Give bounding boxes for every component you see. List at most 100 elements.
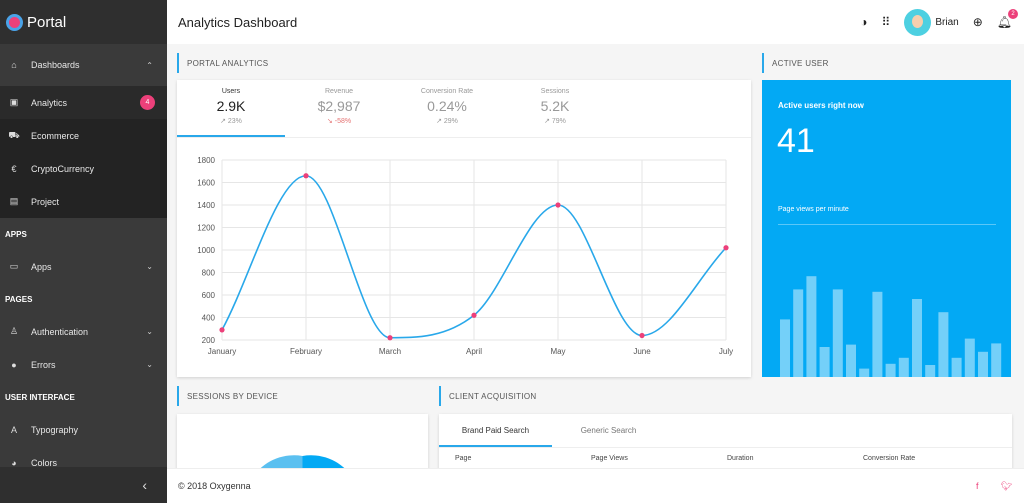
sidebar-collapse-button[interactable]: ‹ [0,467,167,503]
stat-trend-value: 79% [551,118,566,125]
euro-icon: € [11,163,17,174]
stat-trend: ↗ 29% [393,117,501,125]
stat-label: Conversion Rate [420,88,474,95]
sidebar-item-label: Dashboards [31,60,80,70]
sidebar-item-typography[interactable]: A Typography [0,413,167,446]
stat-value: 5.2K [540,98,570,114]
acquisition-tabs: Brand Paid Search Generic Search [439,414,1012,448]
page-views-bar [780,319,790,377]
chevron-up-icon: ⌃ [146,60,153,70]
users-line-chart: 200 400 600 800 1000 1200 1400 1600 1800 January F… [197,156,733,356]
page-views-bar [832,289,843,377]
stat-value: $2,987 [317,98,361,114]
data-point [639,332,645,339]
chevron-down-icon: ⌄ [146,262,153,271]
device-pie-chart [255,455,350,474]
data-point [219,327,225,333]
y-tick-label: 1800 [197,156,215,165]
brand[interactable]: Portal [0,0,167,44]
apps-grid-icon[interactable]: ⠿ [881,15,891,29]
tab-selected-indicator [439,445,552,447]
twitter-icon[interactable]: 🐦︎ [1000,480,1012,491]
sidebar-item-colors[interactable]: ◕ Colors [0,446,167,479]
x-tick-label: March [379,347,401,356]
sidebar-item-cryptocurrency[interactable]: € CryptoCurrency [0,152,167,185]
page-views-bar [819,347,830,377]
data-point [387,335,393,341]
column-header[interactable]: Page Views [591,454,628,462]
x-tick-label: July [719,347,733,356]
social-links: f 🐦︎ [976,481,1012,492]
sidebar-item-analytics[interactable]: ▣ Analytics 4 [0,86,167,119]
page-views-bar [964,338,975,377]
stat-users[interactable]: Users 2.9K ↗ 23% [177,80,285,137]
tab-brand-paid-search[interactable]: Brand Paid Search [461,426,530,435]
page-views-bar [872,291,883,377]
stat-conversion-rate[interactable]: Conversion Rate 0.24% ↗ 29% [393,80,501,137]
y-tick-label: 600 [202,291,216,300]
page-views-bar [898,357,909,377]
y-tick-label: 1400 [197,201,215,210]
stats-tabs: Users 2.9K ↗ 23% Revenue $2,987 ↘ -58% C… [177,80,751,138]
sidebar-item-errors[interactable]: ● Errors ⌄ [0,348,167,381]
chevron-down-icon: ⌄ [146,360,153,369]
sidebar-item-authentication[interactable]: ♙ Authentication ⌄ [0,315,167,348]
column-header[interactable]: Conversion Rate [863,454,916,462]
stat-value: 0.24% [427,98,467,114]
top-actions: ◑ ⠿ Brian ⊕ 🔔︎ 2 [860,0,1018,44]
tab-generic-search[interactable]: Generic Search [580,426,637,435]
stat-value: 2.9K [216,98,246,114]
sidebar-item-ecommerce[interactable]: ⛟ Ecommerce [0,119,167,152]
page-views-bar [938,312,949,377]
data-point [471,312,477,318]
active-users-count: 41 [777,122,815,160]
sidebar-item-label: CryptoCurrency [31,163,95,174]
sidebar-item-apps[interactable]: ▭ Apps ⌄ [0,250,167,283]
stat-trend-value: 29% [443,118,458,125]
y-tick-label: 400 [202,314,216,323]
stat-label: Users [221,88,241,95]
stat-revenue[interactable]: Revenue $2,987 ↘ -58% [285,80,393,137]
top-bar: Analytics Dashboard ◑ ⠿ Brian ⊕ 🔔︎ 2 [167,0,1024,44]
globe-icon[interactable]: ⊕ [972,15,983,29]
y-tick-label: 1000 [197,246,215,255]
sidebar: Portal ⌂ Dashboards ⌃ ▣ Analytics 4 ⛟ Ec… [0,0,167,503]
chart-square-icon: ▣ [9,97,19,107]
user-menu[interactable]: Brian [904,8,959,36]
stat-sessions[interactable]: Sessions 5.2K ↗ 79% [501,80,609,137]
column-header[interactable]: Page [455,454,472,462]
sidebar-item-dashboards[interactable]: ⌂ Dashboards ⌃ [0,44,167,86]
section-pages: PAGES [5,294,33,304]
page-title: Analytics Dashboard [178,14,298,30]
x-tick-label: January [208,347,236,356]
sidebar-item-label: Ecommerce [31,130,80,141]
stat-trend: ↘ -58% [285,117,393,125]
copyright: © 2018 Oxygenna [178,481,251,491]
stat-trend-value: -58% [334,118,352,125]
active-user-title: ACTIVE USER [762,53,829,73]
x-tick-label: June [633,347,651,356]
page-views-bar [991,343,1002,377]
palette-icon: ◕ [11,457,17,468]
active-user-card: Active users right now 41 Page views per… [762,80,1011,377]
bell-icon[interactable]: 🔔︎ 2 [997,9,1018,29]
footer: © 2018 Oxygenna f 🐦︎ [167,468,1024,503]
person-icon: ♙ [9,326,19,336]
facebook-icon[interactable]: f [976,480,979,491]
trend-down-icon: ↘ [326,118,335,125]
home-icon: ⌂ [11,60,17,70]
page-views-bar [859,368,870,377]
data-point [303,173,309,179]
avatar [904,8,932,36]
sidebar-item-label: Colors [31,457,58,468]
y-tick-label: 800 [202,269,216,278]
stat-selected-indicator [177,135,285,137]
column-header[interactable]: Duration [727,454,754,462]
trend-up-icon: ↗ [436,118,444,125]
sidebar-item-project[interactable]: ▤ Project [0,185,167,218]
data-point [555,202,561,208]
monitor-icon: ▭ [9,261,19,271]
contrast-icon[interactable]: ◑ [860,15,868,29]
page-views-bar [912,299,922,377]
sidebar-item-label: Project [31,196,60,207]
